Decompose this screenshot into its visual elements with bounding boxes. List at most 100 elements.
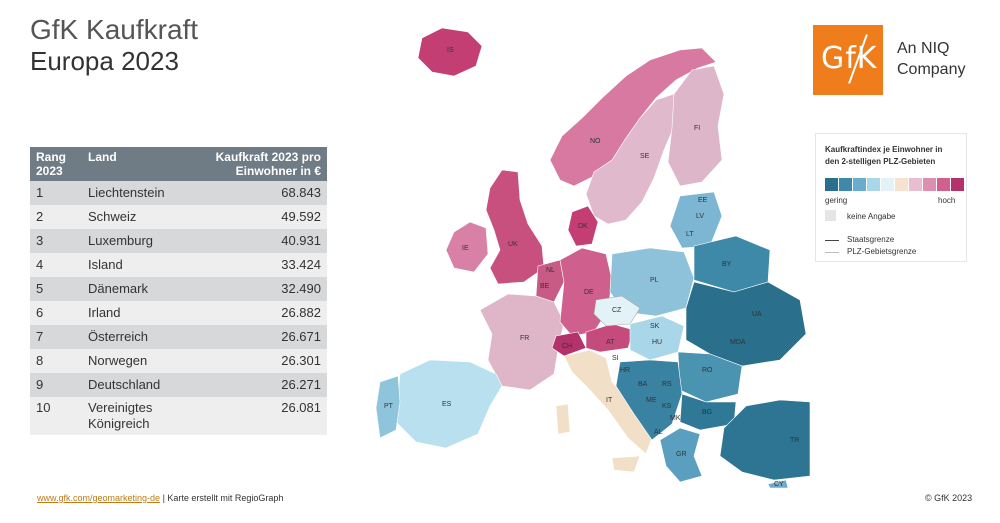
map-label: FR bbox=[520, 335, 529, 342]
map-label: DK bbox=[578, 223, 588, 230]
table-row: 9 Deutschland 26.271 bbox=[30, 373, 327, 397]
country-cell: Dänemark bbox=[82, 277, 197, 301]
legend-state-border-line bbox=[825, 240, 839, 241]
map-label: SK bbox=[650, 323, 660, 330]
country-cell: Liechtenstein bbox=[82, 181, 197, 205]
value-cell: 32.490 bbox=[197, 277, 327, 301]
table-row: 7 Österreich 26.671 bbox=[30, 325, 327, 349]
value-cell: 26.081 bbox=[197, 397, 327, 435]
country-cell: Norwegen bbox=[82, 349, 197, 373]
rank-cell: 3 bbox=[30, 229, 82, 253]
legend-high: hoch bbox=[938, 196, 956, 205]
value-cell: 26.671 bbox=[197, 325, 327, 349]
map-label: BY bbox=[722, 261, 732, 268]
value-cell: 49.592 bbox=[197, 205, 327, 229]
map-label: LV bbox=[696, 213, 704, 220]
legend-swatch bbox=[853, 178, 866, 191]
header-country: Land bbox=[82, 147, 197, 181]
country-cell: Schweiz bbox=[82, 205, 197, 229]
map-label: GR bbox=[676, 451, 687, 458]
map-label: BA bbox=[638, 381, 648, 388]
rank-cell: 8 bbox=[30, 349, 82, 373]
map-label: HR bbox=[620, 367, 630, 374]
rank-cell: 1 bbox=[30, 181, 82, 205]
map-label: NO bbox=[590, 138, 601, 145]
region-turkey bbox=[719, 399, 810, 481]
map-label: RS bbox=[662, 381, 672, 388]
map-label: CY bbox=[774, 481, 784, 488]
map-label: FI bbox=[694, 125, 700, 132]
map-label: EE bbox=[698, 197, 708, 204]
rank-cell: 6 bbox=[30, 301, 82, 325]
logo-text: GfK bbox=[821, 41, 878, 76]
rank-cell: 2 bbox=[30, 205, 82, 229]
map-legend: Kaufkraftindex je Einwohner in den 2-ste… bbox=[815, 133, 967, 262]
table-row: 2 Schweiz 49.592 bbox=[30, 205, 327, 229]
tagline-line2: Company bbox=[897, 61, 966, 78]
company-tagline: An NIQ Company bbox=[897, 38, 965, 80]
country-cell: Vereinigtes Königreich bbox=[82, 397, 197, 435]
region-sardinia bbox=[555, 403, 571, 435]
map-label: NL bbox=[546, 267, 555, 274]
footer: www.gfk.com/geomarketing-de | Karte erst… bbox=[37, 493, 283, 503]
table-row: 1 Liechtenstein 68.843 bbox=[30, 181, 327, 205]
legend-plz-border: PLZ-Gebietsgrenze bbox=[847, 247, 917, 256]
table-row: 6 Irland 26.882 bbox=[30, 301, 327, 325]
table-row: 3 Luxemburg 40.931 bbox=[30, 229, 327, 253]
value-cell: 33.424 bbox=[197, 253, 327, 277]
legend-swatch bbox=[881, 178, 894, 191]
rank-cell: 9 bbox=[30, 373, 82, 397]
table-row: 8 Norwegen 26.301 bbox=[30, 349, 327, 373]
region-benelux bbox=[535, 259, 565, 303]
map-label: MDA bbox=[730, 339, 746, 346]
legend-swatch bbox=[951, 178, 964, 191]
table-row: 5 Dänemark 32.490 bbox=[30, 277, 327, 301]
legend-swatch bbox=[839, 178, 852, 191]
rank-cell: 4 bbox=[30, 253, 82, 277]
footer-link[interactable]: www.gfk.com/geomarketing-de bbox=[37, 493, 161, 503]
map-label: CH bbox=[562, 343, 572, 350]
map-label: UA bbox=[752, 311, 762, 318]
value-cell: 26.882 bbox=[197, 301, 327, 325]
gfk-logo: GfK bbox=[813, 25, 883, 95]
region-ukraine bbox=[685, 281, 807, 367]
region-portugal bbox=[375, 375, 401, 439]
region-baltics bbox=[669, 191, 723, 249]
region-finland bbox=[667, 65, 725, 187]
rank-cell: 7 bbox=[30, 325, 82, 349]
country-cell: Österreich bbox=[82, 325, 197, 349]
map-label: BE bbox=[540, 283, 550, 290]
footer-credit: | Karte erstellt mit RegioGraph bbox=[160, 493, 284, 503]
europe-map: IS NO SE FI EE LV LT BY UA MDA RO BG TR … bbox=[375, 27, 810, 488]
value-cell: 26.301 bbox=[197, 349, 327, 373]
tagline-line1: An NIQ bbox=[897, 40, 950, 57]
map-label: TR bbox=[790, 437, 799, 444]
region-balkans bbox=[615, 359, 683, 441]
map-label: KS bbox=[662, 403, 672, 410]
country-cell: Luxemburg bbox=[82, 229, 197, 253]
header-rank: Rang 2023 bbox=[30, 147, 82, 181]
map-label: IS bbox=[447, 47, 454, 54]
legend-title: Kaufkraftindex je Einwohner in den 2-ste… bbox=[825, 145, 943, 166]
map-label: IT bbox=[606, 397, 613, 404]
copyright: © GfK 2023 bbox=[925, 493, 973, 503]
legend-no-data: keine Angabe bbox=[847, 212, 896, 221]
map-label: SI bbox=[612, 355, 619, 362]
map-label: PT bbox=[384, 403, 394, 410]
map-label: AL bbox=[654, 429, 663, 436]
table-row: 10 Vereinigtes Königreich 26.081 bbox=[30, 397, 327, 435]
value-cell: 40.931 bbox=[197, 229, 327, 253]
rank-cell: 5 bbox=[30, 277, 82, 301]
header-value: Kaufkraft 2023 pro Einwohner in € bbox=[197, 147, 327, 181]
legend-swatch bbox=[867, 178, 880, 191]
page-subtitle: Europa 2023 bbox=[30, 46, 179, 76]
map-label: DE bbox=[584, 289, 594, 296]
legend-swatch bbox=[909, 178, 922, 191]
region-iceland bbox=[417, 27, 483, 77]
map-label: HU bbox=[652, 339, 662, 346]
page-title: GfK Kaufkraft bbox=[30, 14, 199, 45]
legend-low: gering bbox=[825, 196, 848, 205]
table-row: 4 Island 33.424 bbox=[30, 253, 327, 277]
country-cell: Irland bbox=[82, 301, 197, 325]
region-denmark bbox=[567, 205, 599, 247]
